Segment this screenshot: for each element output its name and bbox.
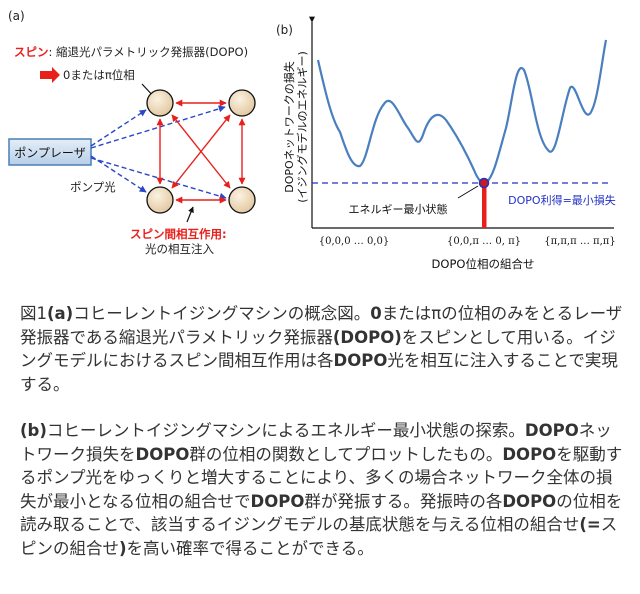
phase-label: 0またはπ位相 bbox=[63, 68, 135, 82]
tick-label-right: {π,π,π … π,π} bbox=[544, 236, 615, 247]
pump-laser-box bbox=[8, 138, 92, 166]
phase-arrow-icon bbox=[40, 67, 60, 83]
panel-b: (b) DOPOネットワークの損失 (イジングモデルのエネルギー) エネルギー最… bbox=[276, 16, 616, 271]
pump-laser-label: ポンプレーザ bbox=[14, 146, 85, 160]
pump-arrows bbox=[90, 105, 227, 200]
panel-a: (a) スピン: 縮退光パラメトリック発振器(DOPO) 0またはπ位相 ポンプ… bbox=[8, 9, 256, 256]
caption-bold: DOPO bbox=[502, 444, 557, 464]
caption-bold: DOPO bbox=[524, 421, 579, 440]
caption-bold: (= bbox=[579, 515, 601, 534]
y-axis-label-line1: DOPOネットワークの損失 bbox=[282, 61, 296, 192]
caption-text: を駆動するポンプ光をゆっくりと増大することにより、多くの場合ネットワーク全体の損… bbox=[20, 444, 623, 511]
pump-arrow bbox=[90, 155, 147, 193]
caption-bold: DOPO bbox=[333, 351, 388, 370]
panel-a-label: (a) bbox=[8, 9, 25, 23]
caption-bold: (DOPO) bbox=[332, 327, 402, 347]
caption-text: 光を相互に注入することで実現する。 bbox=[20, 351, 618, 394]
pump-arrow bbox=[90, 109, 147, 147]
y-axis-label-line2: (イジングモデルのエネルギー) bbox=[295, 51, 309, 203]
interaction-description: 光の相互注入 bbox=[145, 242, 214, 256]
pump-arrow bbox=[90, 105, 226, 149]
dopo-node bbox=[146, 89, 174, 117]
tick-label-left: {0,0,0 … 0,0} bbox=[319, 236, 389, 247]
interaction-arrow bbox=[171, 114, 231, 189]
dopo-node bbox=[228, 186, 256, 214]
min-state-pointer-line bbox=[457, 185, 479, 199]
x-axis-label: DOPO位相の組合せ bbox=[432, 257, 535, 271]
gain-label: DOPO利得=最小損失 bbox=[508, 193, 616, 207]
caption-text: をスピンとして用いる。イジングモデルにおけるスピン間相互作用は各 bbox=[20, 327, 616, 371]
loss-curve bbox=[316, 39, 608, 185]
pump-light-label: ポンプ光 bbox=[70, 180, 116, 194]
caption-text: コヒーレントイジングマシンによるエネルギー最小状態の探索。 bbox=[46, 421, 525, 440]
caption: 図1(a)コヒーレントイジングマシンの概念図。0またはπの位相のみをとるレーザ発… bbox=[20, 302, 624, 560]
dopo-node bbox=[228, 89, 256, 117]
panel-b-label: (b) bbox=[276, 23, 293, 37]
spin-label: スピン bbox=[14, 45, 49, 59]
caption-paragraph-a: 図1(a)コヒーレントイジングマシンの概念図。0またはπの位相のみをとるレーザ発… bbox=[20, 302, 624, 396]
interaction-label: スピン間相互作用: bbox=[130, 227, 227, 241]
gain-bar bbox=[482, 184, 487, 228]
caption-bold: DOPO bbox=[502, 491, 557, 511]
caption-bold: 0 bbox=[370, 304, 382, 323]
tick-label-mid: {0,0,π … 0, π} bbox=[447, 236, 521, 247]
caption-figure-number: 図1 bbox=[20, 304, 47, 323]
minimum-point bbox=[478, 177, 490, 189]
caption-label-b: (b) bbox=[20, 421, 47, 440]
spin-description: : 縮退光パラメトリック発振器(DOPO) bbox=[49, 45, 249, 59]
caption-paragraph-b: (b)コヒーレントイジングマシンによるエネルギー最小状態の探索。DOPOネットワ… bbox=[20, 419, 624, 560]
caption-text: またはπの位相のみをとるレーザ発振器である縮退光パラメトリック発振器 bbox=[20, 304, 623, 347]
caption-text: スピンの組合せ bbox=[20, 515, 618, 558]
caption-text: 群が発振する。発振時の各 bbox=[304, 491, 503, 511]
caption-text: コヒーレントイジングマシンの概念図。 bbox=[73, 304, 371, 323]
interaction-pointer-line bbox=[186, 206, 194, 223]
interaction-arrows bbox=[156, 99, 246, 204]
caption-text: を高い確率で得ることができる。 bbox=[126, 538, 374, 558]
caption-text: ネットワーク損失を bbox=[20, 421, 612, 464]
caption-bold: DOPO bbox=[250, 491, 305, 511]
min-state-label: エネルギー最小状態 bbox=[349, 202, 448, 216]
caption-bold: DOPO bbox=[135, 444, 190, 464]
caption-text: の位相を読み取ることで、該当するイジングモデルの基底状態を与える位相の組合せ bbox=[20, 491, 623, 535]
figure-illustration: (a) スピン: 縮退光パラメトリック発振器(DOPO) 0またはπ位相 ポンプ… bbox=[8, 9, 616, 271]
caption-label-a: (a) bbox=[47, 304, 74, 323]
spin-legend: スピン: 縮退光パラメトリック発振器(DOPO) bbox=[14, 45, 248, 59]
caption-bold: ) bbox=[119, 538, 127, 558]
dopo-node bbox=[146, 186, 174, 214]
caption-text: 群の位相の関数としてプロットしたもの。 bbox=[189, 444, 503, 464]
